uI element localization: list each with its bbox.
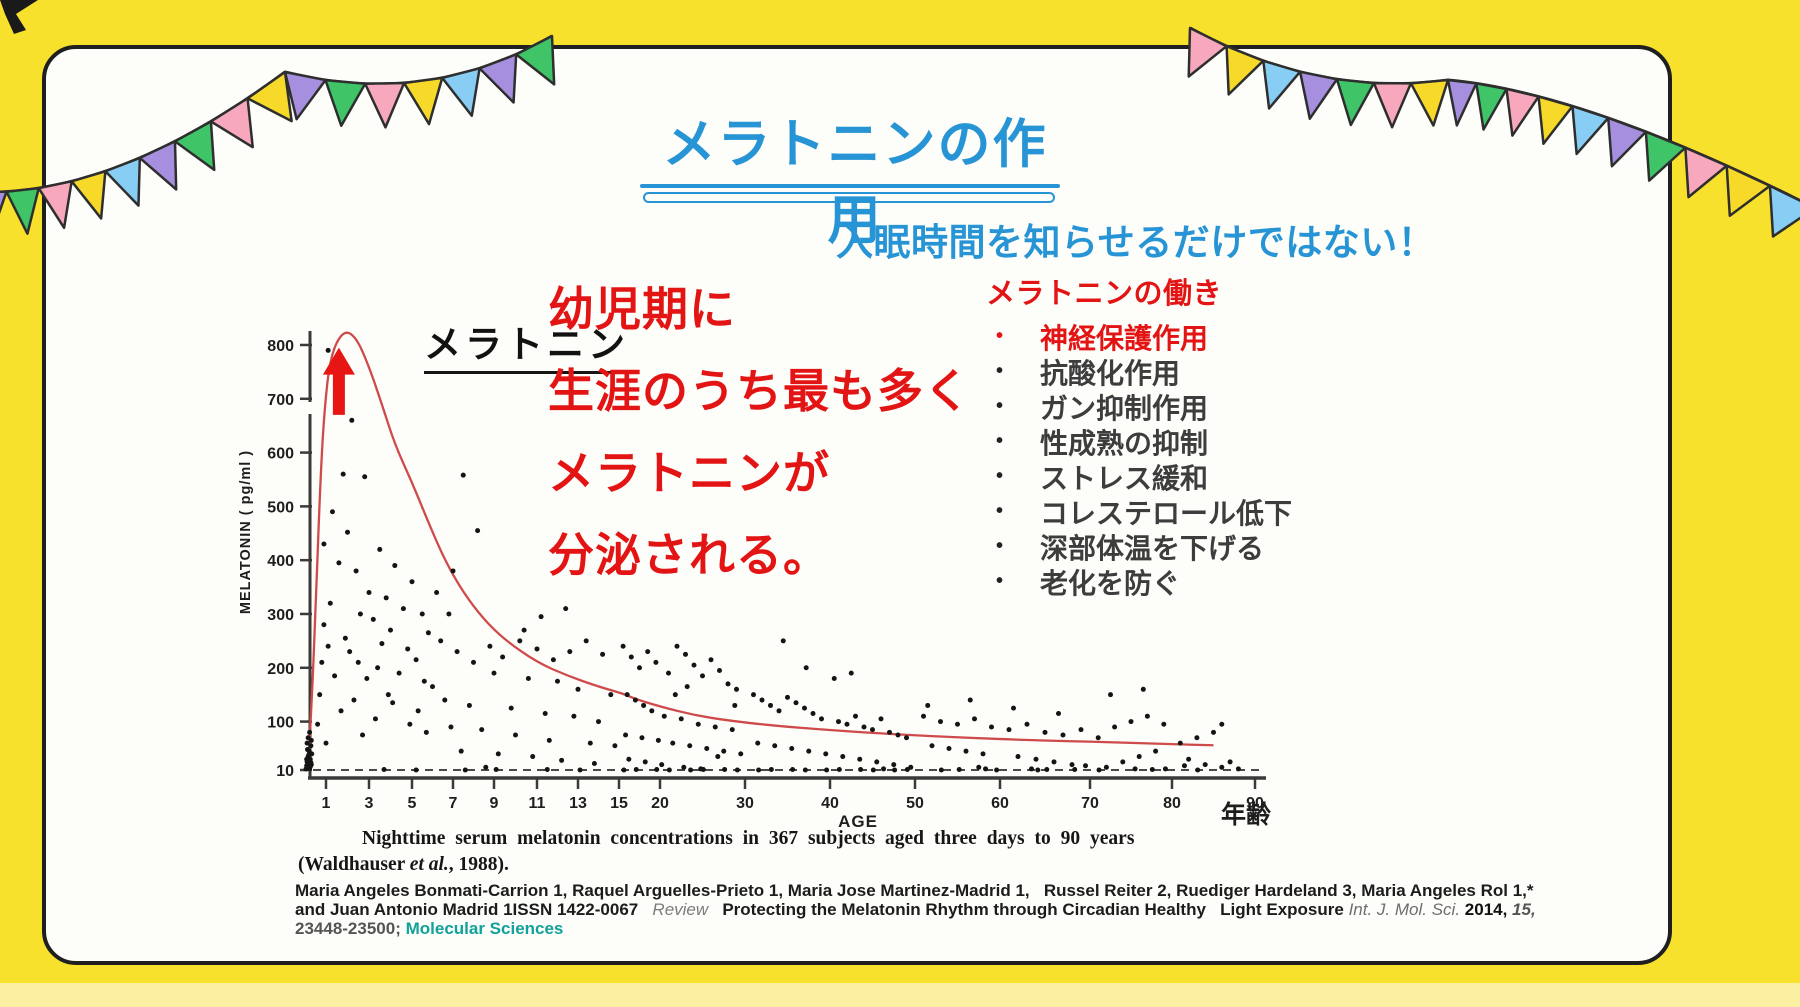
svg-text:800: 800 [267, 338, 294, 355]
citation-line3: 23448-23500; Molecular Sciences [295, 919, 1565, 938]
highlight-line: 生涯のうち最も多く [548, 365, 971, 417]
bullet-icon: • [996, 395, 1004, 417]
svg-text:60: 60 [991, 795, 1009, 812]
bullet-icon: • [996, 430, 1004, 452]
caption-line2-pre: (Waldhauser [298, 854, 410, 875]
svg-text:10: 10 [276, 763, 294, 780]
caption-etal: et al. [409, 854, 449, 875]
svg-text:300: 300 [267, 607, 294, 624]
svg-text:7: 7 [449, 795, 458, 812]
list-item: • 深部体温を下げる [986, 529, 1292, 564]
list-item-label: コレステロール低下 [1040, 497, 1293, 529]
list-item-label: ガン抑制作用 [1040, 392, 1209, 424]
bullet-icon: • [996, 465, 1004, 487]
title-underline [640, 184, 1060, 188]
svg-text:70: 70 [1081, 795, 1099, 812]
highlight-line: 幼児期に [548, 283, 736, 335]
svg-text:9: 9 [490, 795, 499, 812]
caption-line1: Nighttime serum melatonin concentrations… [362, 828, 1135, 849]
list-item-label: 老化を防ぐ [1040, 567, 1181, 599]
svg-text:600: 600 [267, 446, 294, 463]
list-item-label: 性成熟の抑制 [1040, 427, 1209, 459]
list-item-label: 抗酸化作用 [1040, 357, 1181, 389]
list-item-label: ストレス緩和 [1040, 462, 1209, 494]
svg-text:80: 80 [1163, 795, 1181, 812]
svg-text:700: 700 [267, 392, 294, 409]
citation-publisher: Molecular Sciences [405, 919, 564, 938]
svg-text:90: 90 [1246, 795, 1264, 812]
svg-text:50: 50 [906, 795, 924, 812]
chart-title: メラトニン [424, 314, 629, 374]
citation-journal: Int. J. Mol. Sci. [1348, 900, 1465, 919]
list-item: • 抗酸化作用 [986, 354, 1292, 389]
svg-text:年齢: 年齢 [1221, 800, 1271, 829]
subtitle: 入眠時間を知らせるだけではない！ [836, 222, 1436, 263]
list-item: • ガン抑制作用 [986, 389, 1292, 424]
highlight-line: 分泌される。 [548, 529, 830, 581]
svg-text:AGE: AGE [838, 812, 878, 831]
list-item: • 老化を防ぐ [986, 564, 1292, 599]
corner-cursor-glyph [0, 0, 38, 34]
bullet-icon: • [996, 325, 1004, 347]
list-item: • コレステロール低下 [986, 494, 1292, 529]
list-item: • ストレス緩和 [986, 459, 1292, 494]
bottom-band [0, 983, 1800, 1007]
list-item: • 神経保護作用 [986, 319, 1292, 354]
list-item-label: 深部体温を下げる [1040, 532, 1265, 564]
citation-volume: 15, [1512, 900, 1536, 919]
svg-text:MELATONIN ( pg/ml ): MELATONIN ( pg/ml ) [238, 450, 254, 614]
citation-article-title: Protecting the Melatonin Rhythm through … [708, 900, 1221, 919]
svg-text:15: 15 [610, 795, 628, 812]
list-item-label: 神経保護作用 [1040, 322, 1209, 354]
svg-text:1: 1 [322, 795, 331, 812]
bullet-icon: • [996, 570, 1004, 592]
citation-review-tag: Review [652, 900, 709, 919]
svg-text:100: 100 [267, 715, 294, 732]
svg-text:11: 11 [529, 795, 546, 812]
functions-panel: メラトニンの働き • 神経保護作用 • 抗酸化作用 • ガン抑制作用 • 性成熟… [986, 270, 1292, 599]
highlight-text: 幼児期に 生涯のうち最も多く メラトニンが 分泌される。 [548, 286, 971, 614]
svg-text:5: 5 [408, 795, 417, 812]
svg-text:13: 13 [569, 795, 587, 812]
slide-card [42, 45, 1672, 965]
svg-text:40: 40 [821, 795, 839, 812]
citation-pages: 23448-23500; [295, 919, 406, 938]
citation-article-title2: Light Exposure [1220, 900, 1349, 919]
list-item: • 性成熟の抑制 [986, 424, 1292, 459]
panel-heading: メラトニンの働き [986, 278, 1223, 310]
bullet-icon: • [996, 360, 1004, 382]
citation: Maria Angeles Bonmati-Carrion 1, Raquel … [295, 881, 1565, 938]
citation-line1: Maria Angeles Bonmati-Carrion 1, Raquel … [295, 881, 1534, 900]
highlight-line: メラトニンが [548, 447, 830, 499]
svg-text:200: 200 [267, 661, 294, 678]
bullet-icon: • [996, 535, 1004, 557]
svg-text:400: 400 [267, 553, 294, 570]
title-underline-capsule [643, 192, 1055, 203]
figure-caption: Nighttime serum melatonin concentrations… [298, 828, 1228, 876]
svg-text:3: 3 [365, 795, 374, 812]
citation-authors2: and Juan Antonio Madrid 1ISSN 1422-0067 [295, 900, 653, 919]
citation-line2: and Juan Antonio Madrid 1ISSN 1422-0067 … [295, 900, 1565, 919]
svg-text:20: 20 [651, 795, 669, 812]
citation-year: 2014, [1464, 900, 1513, 919]
page-title: メラトニンの作用 [662, 115, 1048, 250]
caption-line2-post: , 1988). [448, 854, 509, 875]
svg-text:30: 30 [736, 795, 754, 812]
svg-text:500: 500 [267, 499, 294, 516]
bullet-icon: • [996, 500, 1004, 522]
caption-line2: (Waldhauser et al., 1988). [298, 854, 1228, 876]
